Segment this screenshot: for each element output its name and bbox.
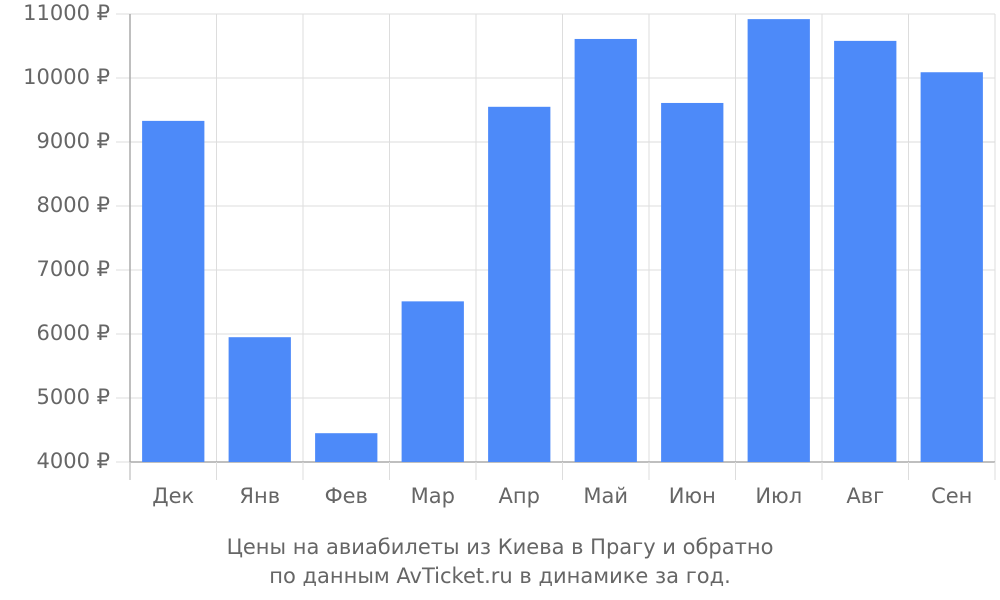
x-tick-label: Мар: [411, 484, 455, 508]
bar: [228, 337, 291, 462]
x-tick-label: Сен: [931, 484, 972, 508]
bar: [747, 19, 810, 463]
bar: [401, 301, 464, 462]
x-tick-label: Апр: [499, 484, 540, 508]
x-tick-label: Дек: [152, 484, 194, 508]
y-tick-label: 4000 ₽: [37, 449, 110, 473]
x-tick-label: Фев: [325, 484, 368, 508]
chart-title: по данным AvTicket.ru в динамике за год.: [269, 564, 731, 588]
x-tick-label: Май: [583, 484, 628, 508]
y-tick-label: 11000 ₽: [23, 1, 110, 25]
x-tick-label: Июн: [669, 484, 716, 508]
y-tick-label: 7000 ₽: [37, 257, 110, 281]
bar: [920, 72, 983, 463]
y-tick-label: 6000 ₽: [37, 321, 110, 345]
bar: [488, 106, 551, 463]
bar: [142, 120, 205, 462]
x-tick-label: Авг: [846, 484, 884, 508]
bar: [574, 38, 637, 463]
bar: [315, 433, 378, 462]
y-tick-label: 9000 ₽: [37, 129, 110, 153]
y-tick-label: 5000 ₽: [37, 385, 110, 409]
y-tick-label: 10000 ₽: [23, 65, 110, 89]
bar: [834, 40, 897, 462]
y-tick-label: 8000 ₽: [37, 193, 110, 217]
x-tick-label: Янв: [239, 484, 280, 508]
x-tick-label: Июл: [755, 484, 802, 508]
bar: [661, 102, 724, 463]
chart-title: Цены на авиабилеты из Киева в Прагу и об…: [227, 535, 774, 559]
